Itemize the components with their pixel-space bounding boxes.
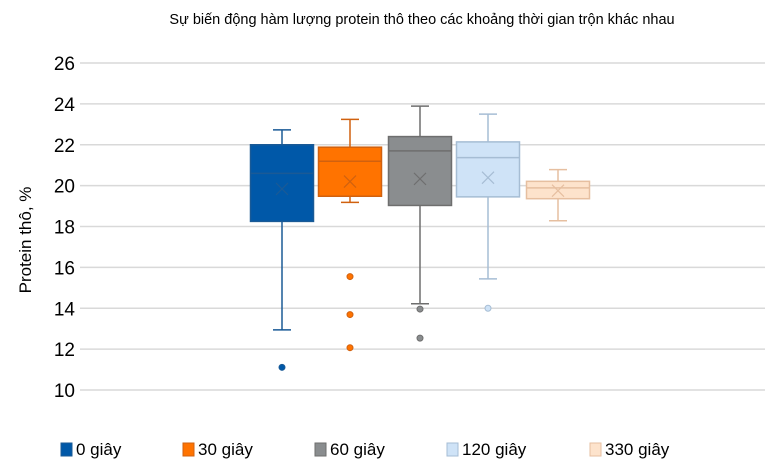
legend-swatch [446, 442, 459, 457]
box-2 [387, 105, 453, 342]
mean-marker [275, 182, 289, 196]
legend-swatch [314, 442, 327, 457]
legend-label: 330 giây [605, 440, 670, 459]
outlier-point [346, 344, 354, 352]
y-tick-label: 26 [54, 54, 75, 75]
legend-item: 60 giây [314, 440, 385, 459]
box-3 [455, 113, 521, 312]
mean-marker [413, 172, 427, 186]
y-tick-label: 10 [54, 381, 75, 402]
iqr-box [455, 141, 521, 198]
legend-item: 0 giây [60, 440, 122, 459]
y-tick-label: 14 [54, 299, 76, 320]
legend-item: 330 giây [589, 440, 670, 459]
box-1 [317, 118, 383, 352]
mean-marker [481, 171, 495, 185]
legend-label: 60 giây [330, 440, 385, 459]
box-0 [249, 129, 315, 371]
y-tick-label: 22 [54, 136, 75, 157]
mean-marker [343, 175, 357, 188]
outlier-point [484, 304, 492, 312]
outlier-point [416, 334, 424, 342]
legend: 0 giây 30 giây 60 giây 120 giây 330 giây [60, 440, 670, 459]
y-axis-label: Protein thô, % [16, 187, 35, 294]
mean-marker [551, 184, 565, 198]
legend-label: 0 giây [76, 440, 122, 459]
legend-swatch [589, 442, 602, 457]
legend-swatch [182, 442, 195, 457]
iqr-box [249, 144, 315, 223]
outlier-point [346, 311, 354, 319]
chart-title: Sự biến động hàm lượng protein thô theo … [169, 12, 674, 28]
y-tick-label: 20 [54, 177, 75, 198]
outlier-point [416, 305, 424, 313]
legend-label: 120 giây [462, 440, 527, 459]
iqr-box [387, 135, 453, 207]
grid: 10 12 14 16 18 20 22 24 26 [54, 54, 765, 402]
box-4 [525, 168, 591, 222]
outlier-point [278, 363, 286, 371]
iqr-box [317, 146, 383, 198]
y-tick-label: 24 [54, 95, 76, 116]
legend-item: 120 giây [446, 440, 527, 459]
y-tick-label: 12 [54, 340, 75, 361]
outlier-point [346, 273, 354, 281]
legend-label: 30 giây [198, 440, 253, 459]
legend-item: 30 giây [182, 440, 253, 459]
y-tick-label: 18 [54, 218, 75, 239]
y-tick-label: 16 [54, 258, 75, 279]
legend-swatch [60, 442, 73, 457]
boxes [249, 105, 591, 371]
